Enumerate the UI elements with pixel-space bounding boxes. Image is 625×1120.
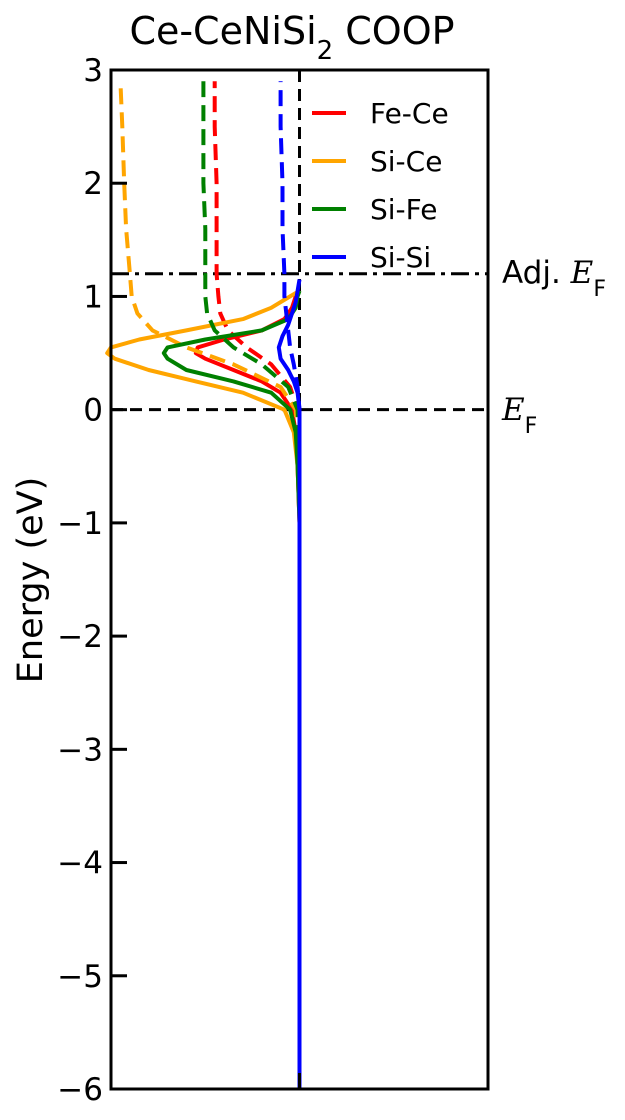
y-tick-label: 1: [83, 279, 103, 315]
y-tick-label: −1: [57, 506, 103, 542]
y-tick-label: 2: [83, 166, 103, 202]
series-lines: [105, 81, 302, 1089]
reference-lines: [111, 70, 488, 1089]
series-si-fe-cumulative-line: [201, 81, 302, 1089]
series-si-si-line: [276, 279, 302, 1089]
y-tick-label: −6: [57, 1072, 103, 1108]
series-fe-ce-cumulative-line: [212, 81, 302, 1089]
ef-label: EF: [501, 392, 537, 439]
legend-label: Si-Ce: [370, 145, 442, 178]
legend-label: Si-Si: [370, 241, 431, 274]
adj-ef-label: Adj. EF: [502, 255, 606, 302]
y-tick-label: −2: [57, 619, 103, 655]
legend-label: Fe-Ce: [370, 97, 449, 130]
legend: Fe-Ce Si-Ce Si-Fe Si-Si: [312, 97, 449, 274]
y-axis-label: Energy (eV): [11, 477, 51, 683]
y-tick-label: −5: [57, 959, 103, 995]
y-tick-label: −4: [57, 846, 103, 882]
y-tick-label: 0: [83, 393, 103, 429]
legend-label: Si-Fe: [370, 193, 437, 226]
chart-title: Ce-CeNiSi2 COOP: [129, 9, 454, 66]
y-axis-ticks: 3 2 1 0 −1 −2 −3 −4 −5 −6: [57, 53, 127, 1108]
series-si-si-cumulative-line: [278, 81, 302, 1089]
y-tick-label: 3: [83, 53, 103, 89]
plot-frame: [109, 68, 490, 1091]
y-tick-label: −3: [57, 732, 103, 768]
series-si-ce-cumulative-line: [118, 81, 302, 1089]
